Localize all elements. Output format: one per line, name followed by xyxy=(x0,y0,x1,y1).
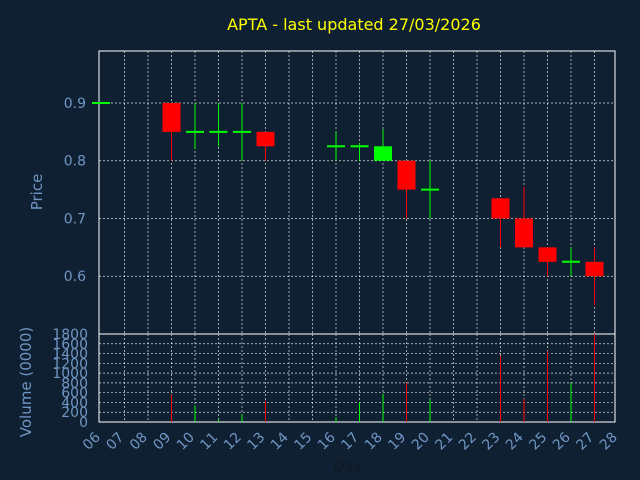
price-tick-label: 0.7 xyxy=(64,211,86,227)
volume-axis-label: Volume (0000) xyxy=(17,327,35,437)
candle-body xyxy=(585,261,604,277)
candle-body xyxy=(162,102,181,132)
candle-18 xyxy=(374,128,392,161)
candle-20 xyxy=(421,160,439,219)
volume-tick-label: 0 xyxy=(79,415,88,431)
volume-panel-frame xyxy=(98,333,616,423)
candle-12 xyxy=(233,102,251,161)
candle-body xyxy=(515,218,533,248)
candle-body xyxy=(538,247,557,262)
x-tick-label: 16 xyxy=(315,429,339,453)
price-panel-frame xyxy=(98,50,616,335)
x-tick-label: 11 xyxy=(197,430,221,454)
x-tick-label: 26 xyxy=(550,429,574,453)
candle-09 xyxy=(162,102,181,161)
candle-body xyxy=(374,146,392,161)
x-tick-label: 07 xyxy=(103,430,127,454)
candles xyxy=(92,101,604,306)
x-tick-label: 18 xyxy=(362,430,386,454)
candle-17 xyxy=(350,143,369,161)
candle-body xyxy=(491,198,510,219)
x-tick-label: 20 xyxy=(409,430,433,454)
x-tick-label: 17 xyxy=(338,430,362,454)
candle-body xyxy=(256,131,275,147)
x-tick-label: 23 xyxy=(479,430,503,454)
x-tick-label: 25 xyxy=(526,430,550,454)
candle-16 xyxy=(327,131,345,161)
candle-11 xyxy=(209,102,228,147)
price-axis-label: Price xyxy=(28,174,46,211)
x-tick-label: 27 xyxy=(573,430,597,454)
price-tick-label: 0.8 xyxy=(64,154,86,170)
x-tick-label: 13 xyxy=(244,430,268,454)
x-tick-labels: 06 07 08 09 10 11 12 13 14 15 16 17 18 19 20 21 22 23 24 25… xyxy=(80,429,621,453)
x-tick-label: 06 xyxy=(80,429,104,453)
price-tick-labels: 0.6 0.7 0.8 0.9 xyxy=(64,96,86,285)
volume-bars xyxy=(171,334,595,422)
candle-25 xyxy=(538,247,557,277)
volume-tick-label: 200 xyxy=(61,405,88,421)
candle-27 xyxy=(585,247,604,306)
candle-19 xyxy=(397,160,416,219)
volume-tick-label: 400 xyxy=(61,395,88,411)
volume-tick-label: 1400 xyxy=(52,347,88,363)
candle-23 xyxy=(491,198,510,248)
x-tick-label: 08 xyxy=(127,430,151,454)
x-tick-label: 12 xyxy=(221,430,245,454)
x-axis-label: Day xyxy=(333,457,363,475)
x-tick-label: 19 xyxy=(385,430,409,454)
x-tick-label: 28 xyxy=(597,430,621,454)
candle-10 xyxy=(186,102,204,150)
x-tick-label: 10 xyxy=(174,430,198,454)
volume-tick-label: 1200 xyxy=(52,356,88,372)
volume-tick-label: 1000 xyxy=(52,366,88,382)
x-tick-label: 14 xyxy=(268,429,292,453)
candle-13 xyxy=(256,131,275,161)
x-tick-label: 15 xyxy=(291,430,315,454)
price-tick-label: 0.9 xyxy=(64,96,86,112)
x-tick-label: 22 xyxy=(456,430,480,454)
x-tick-label: 09 xyxy=(150,430,174,454)
candle-body xyxy=(397,160,416,190)
x-tick-label: 24 xyxy=(503,429,527,453)
x-tick-label: 21 xyxy=(432,430,456,454)
volume-tick-label: 800 xyxy=(61,376,88,392)
volume-tick-label: 1600 xyxy=(52,337,88,353)
chart-title: APTA - last updated 27/03/2026 xyxy=(227,15,481,34)
candle-24 xyxy=(515,186,533,248)
volume-tick-label: 1800 xyxy=(52,327,88,343)
volume-tick-label: 600 xyxy=(61,386,88,402)
candle-26 xyxy=(562,247,580,277)
price-tick-label: 0.6 xyxy=(64,269,86,285)
